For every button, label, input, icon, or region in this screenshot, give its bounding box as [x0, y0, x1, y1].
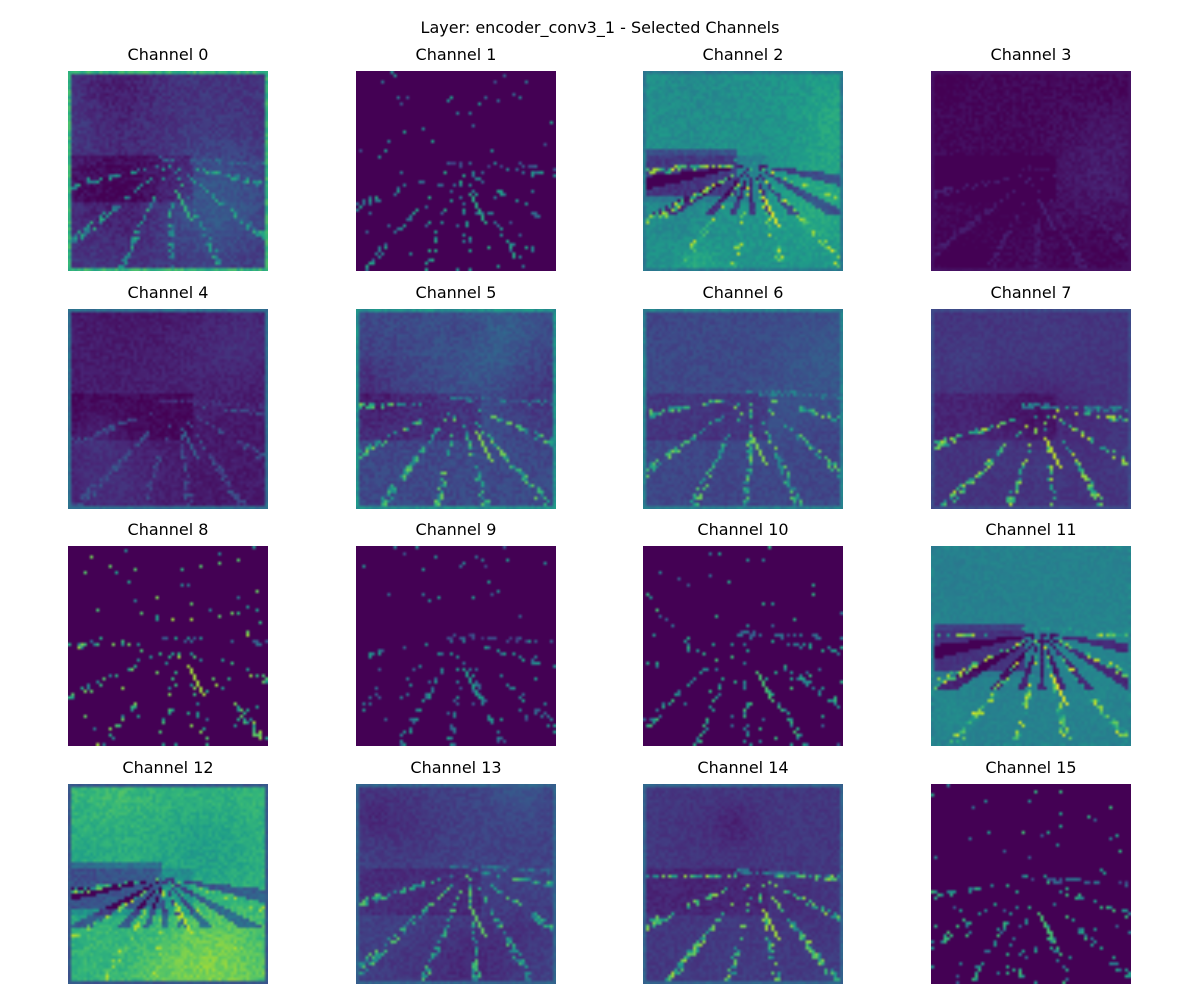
channel-title: Channel 14	[697, 758, 789, 777]
feature-map-image	[931, 71, 1131, 271]
feature-map-image	[643, 309, 843, 509]
channel-panel: Channel 9	[356, 520, 556, 746]
channel-title: Channel 11	[985, 520, 1077, 539]
channel-title: Channel 13	[410, 758, 502, 777]
channel-title: Channel 1	[415, 45, 497, 64]
channel-title: Channel 15	[985, 758, 1077, 777]
channel-panel: Channel 0	[68, 45, 268, 271]
channel-panel: Channel 1	[356, 45, 556, 271]
feature-map-image	[356, 784, 556, 984]
channel-title: Channel 6	[702, 283, 784, 302]
channel-panel: Channel 3	[931, 45, 1131, 271]
feature-map-image	[68, 71, 268, 271]
channel-panel: Channel 7	[931, 283, 1131, 509]
feature-map-image	[643, 71, 843, 271]
feature-map-image	[356, 71, 556, 271]
feature-map-image	[931, 309, 1131, 509]
channel-title: Channel 3	[990, 45, 1072, 64]
channel-title: Channel 2	[702, 45, 784, 64]
channel-panel: Channel 5	[356, 283, 556, 509]
channel-title: Channel 0	[127, 45, 209, 64]
channel-title: Channel 12	[122, 758, 214, 777]
feature-map-image	[931, 546, 1131, 746]
feature-map-image	[68, 546, 268, 746]
feature-map-image	[643, 784, 843, 984]
channel-panel: Channel 4	[68, 283, 268, 509]
channel-panel: Channel 14	[643, 758, 843, 984]
channel-title: Channel 10	[697, 520, 789, 539]
channel-panel: Channel 15	[931, 758, 1131, 984]
channel-panel: Channel 12	[68, 758, 268, 984]
channel-title: Channel 5	[415, 283, 497, 302]
feature-map-image	[68, 784, 268, 984]
channel-panel: Channel 10	[643, 520, 843, 746]
channel-title: Channel 7	[990, 283, 1072, 302]
feature-map-image	[68, 309, 268, 509]
channel-panel: Channel 13	[356, 758, 556, 984]
figure-title: Layer: encoder_conv3_1 - Selected Channe…	[420, 18, 780, 37]
channel-panel: Channel 11	[931, 520, 1131, 746]
channel-title: Channel 8	[127, 520, 209, 539]
feature-map-image	[931, 784, 1131, 984]
channel-title: Channel 4	[127, 283, 209, 302]
channel-title: Channel 9	[415, 520, 497, 539]
channel-panel: Channel 6	[643, 283, 843, 509]
feature-map-image	[356, 309, 556, 509]
channel-panel: Channel 8	[68, 520, 268, 746]
channel-panel: Channel 2	[643, 45, 843, 271]
feature-map-image	[643, 546, 843, 746]
feature-map-image	[356, 546, 556, 746]
